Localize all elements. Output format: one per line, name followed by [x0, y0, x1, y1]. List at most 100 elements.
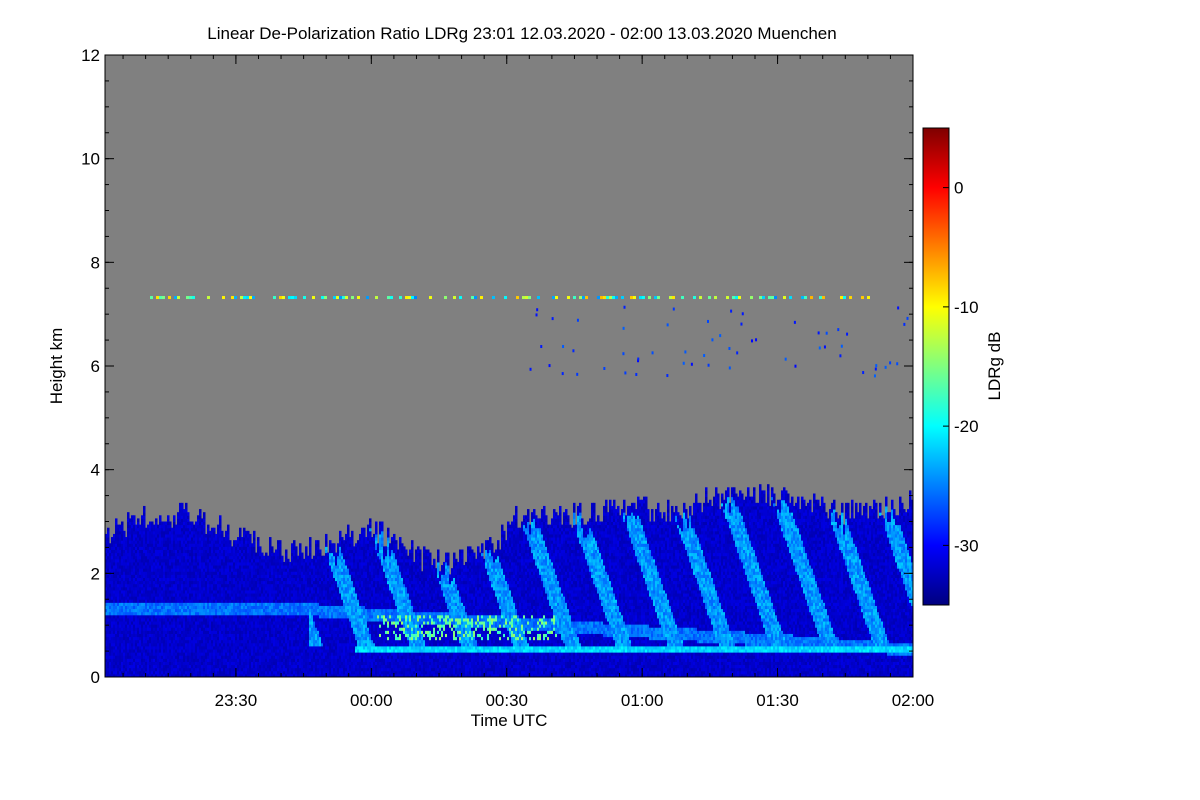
heatmap-cell: [169, 639, 172, 644]
heatmap-cell: [237, 658, 240, 662]
heatmap-cell: [251, 568, 254, 572]
heatmap-cell: [159, 611, 162, 616]
heatmap-cell: [113, 577, 116, 582]
heatmap-cell: [277, 636, 280, 641]
heatmap-cell: [233, 561, 236, 566]
heatmap-cell: [311, 565, 314, 569]
heatmap-cell: [253, 621, 256, 625]
heatmap-cell: [121, 555, 124, 560]
heatmap-cell: [195, 636, 198, 641]
heatmap-cell: [265, 574, 268, 578]
heatmap-cell: [235, 577, 238, 582]
heatmap-cell: [177, 608, 180, 613]
heatmap-cell: [137, 645, 140, 650]
heatmap-cell: [157, 537, 160, 541]
heatmap-cell: [119, 602, 122, 606]
heatmap-cell: [157, 565, 160, 569]
heatmap-cell: [135, 664, 138, 669]
heatmap-cell: [163, 608, 166, 613]
heatmap-cell: [251, 617, 254, 622]
heatmap-cell: [141, 537, 144, 541]
heatmap-cell: [173, 527, 176, 532]
heatmap-cell: [303, 558, 306, 563]
heatmap-cell: [129, 596, 132, 600]
heatmap-cell: [235, 593, 238, 597]
heatmap-cell: [263, 583, 266, 588]
heatmap-cell: [153, 589, 156, 594]
heatmap-cell: [117, 533, 120, 538]
heatmap-cell: [151, 589, 154, 594]
heatmap-cell: [305, 580, 308, 585]
heatmap-cell: [217, 583, 220, 588]
heatmap-cell: [111, 617, 114, 622]
heatmap-cell: [221, 574, 224, 578]
heatmap-cell: [289, 608, 292, 613]
heatmap-cell: [197, 543, 200, 547]
heatmap-cell: [289, 586, 292, 591]
heatmap-cell: [273, 655, 276, 659]
heatmap-cell: [145, 642, 148, 647]
heatmap-cell: [203, 636, 206, 641]
heatmap-cell: [181, 614, 184, 619]
heatmap-cell: [123, 537, 126, 541]
heatmap-cell: [235, 589, 238, 594]
heatmap-cell: [235, 586, 238, 591]
heatmap-cell: [123, 571, 126, 575]
heatmap-cell: [185, 611, 188, 616]
heatmap-cell: [251, 639, 254, 644]
heatmap-cell: [267, 661, 270, 666]
heatmap-cell: [203, 605, 206, 610]
heatmap-cell: [127, 589, 130, 594]
heatmap-cell: [263, 664, 266, 669]
heatmap-cell: [271, 577, 274, 582]
heatmap-cell: [207, 527, 210, 532]
heatmap-cell: [237, 605, 240, 610]
heatmap-cell: [249, 561, 252, 566]
heatmap-cell: [281, 673, 284, 678]
heatmap-cell: [245, 561, 248, 566]
heatmap-cell: [133, 555, 136, 560]
heatmap-cell: [285, 605, 288, 610]
heatmap-cell: [211, 589, 214, 594]
heatmap-cell: [221, 537, 224, 541]
heatmap-cell: [175, 589, 178, 594]
heatmap-cell: [229, 589, 232, 594]
heatmap-cell: [237, 664, 240, 669]
heatmap-cell: [137, 552, 140, 557]
heatmap-cell: [149, 558, 152, 563]
heatmap-cell: [173, 593, 176, 597]
heatmap-cell: [255, 645, 258, 650]
heatmap-cell: [117, 593, 120, 597]
heatmap-cell: [153, 652, 156, 656]
heatmap-cell: [199, 664, 202, 669]
heatmap-cell: [119, 614, 122, 619]
heatmap-cell: [139, 639, 142, 644]
heatmap-cell: [157, 636, 160, 641]
heatmap-cell: [273, 658, 276, 662]
heatmap-cell: [165, 549, 168, 554]
heatmap-cell: [203, 658, 206, 662]
heatmap-cell: [123, 649, 126, 653]
heatmap-cell: [313, 608, 316, 613]
heatmap-cell: [253, 630, 256, 634]
heatmap-cell: [125, 537, 128, 541]
heatmap-cell: [213, 561, 216, 566]
heatmap-cell: [279, 630, 282, 634]
heatmap-cell: [223, 577, 226, 582]
heatmap-cell: [183, 621, 186, 625]
heatmap-cell: [259, 670, 262, 675]
heatmap-cell: [129, 673, 132, 678]
heatmap-cell: [281, 649, 284, 653]
heatmap-cell: [285, 627, 288, 631]
heatmap-cell: [301, 670, 304, 675]
heatmap-cell: [253, 543, 256, 547]
heatmap-cell: [161, 568, 164, 572]
heatmap-cell: [123, 552, 126, 557]
heatmap-cell: [195, 533, 198, 538]
heatmap-cell: [205, 627, 208, 631]
heatmap-cell: [187, 664, 190, 669]
heatmap-cell: [163, 561, 166, 566]
heatmap-cell: [271, 639, 274, 644]
heatmap-cell: [251, 655, 254, 659]
heatmap-cell: [205, 633, 208, 638]
